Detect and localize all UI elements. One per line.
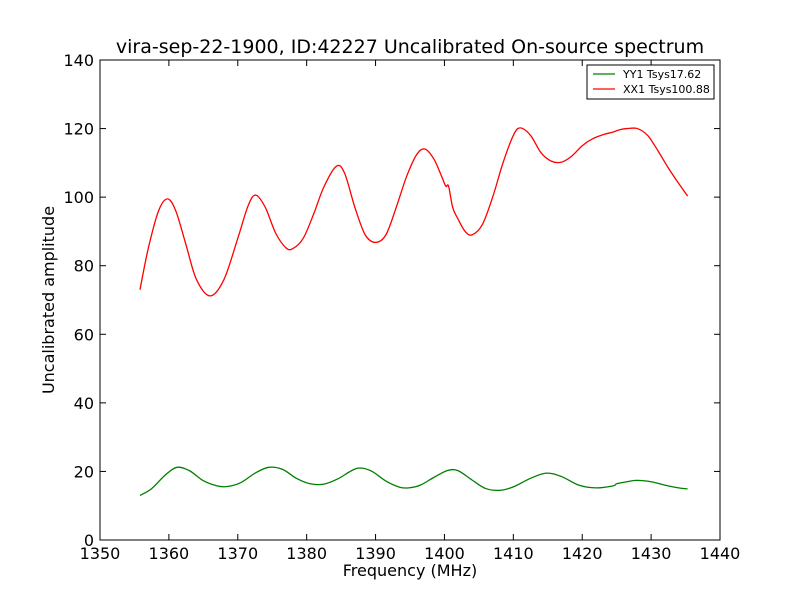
x-tick-label: 1420: [562, 544, 603, 563]
series-line-0: [139, 466, 688, 496]
legend-box: [586, 64, 715, 100]
y-axis-label: Uncalibrated amplitude: [39, 206, 58, 394]
x-axis-label: Frequency (MHz): [343, 561, 477, 580]
y-tick-label: 60: [74, 325, 94, 344]
y-tick-label: 100: [63, 188, 94, 207]
legend-label-xx1: XX1 Tsys100.88: [623, 83, 710, 96]
x-tick-label: 1370: [217, 544, 258, 563]
x-tick-label: 1390: [355, 544, 396, 563]
y-tick-label: 120: [63, 120, 94, 139]
x-tick-label: 1400: [424, 544, 465, 563]
series-line-1: [139, 127, 689, 297]
x-axis-ticks: 1350 1360 1370 1380 1390 1400 1410 1420 1430 1440: [80, 60, 741, 563]
y-tick-label: 80: [74, 257, 94, 276]
x-tick-label: 1360: [149, 544, 190, 563]
plot-lines: [139, 127, 689, 496]
chart-title: vira-sep-22-1900, ID:42227 Uncalibrated …: [116, 36, 704, 58]
x-tick-label: 1350: [80, 544, 121, 563]
x-tick-label: 1440: [700, 544, 741, 563]
x-tick-label: 1410: [493, 544, 534, 563]
y-tick-label: 40: [74, 394, 94, 413]
x-tick-label: 1380: [286, 544, 327, 563]
y-axis-ticks: 0 20 40 60 80 100 120 140: [63, 51, 720, 550]
y-tick-label: 140: [63, 51, 94, 70]
y-tick-label: 20: [74, 462, 94, 481]
x-tick-label: 1430: [631, 544, 672, 563]
plot-frame: [99, 59, 721, 541]
y-tick-label: 0: [84, 531, 94, 550]
legend: YY1 Tsys17.62 XX1 Tsys100.88: [586, 64, 715, 100]
legend-label-yy1: YY1 Tsys17.62: [622, 68, 701, 81]
